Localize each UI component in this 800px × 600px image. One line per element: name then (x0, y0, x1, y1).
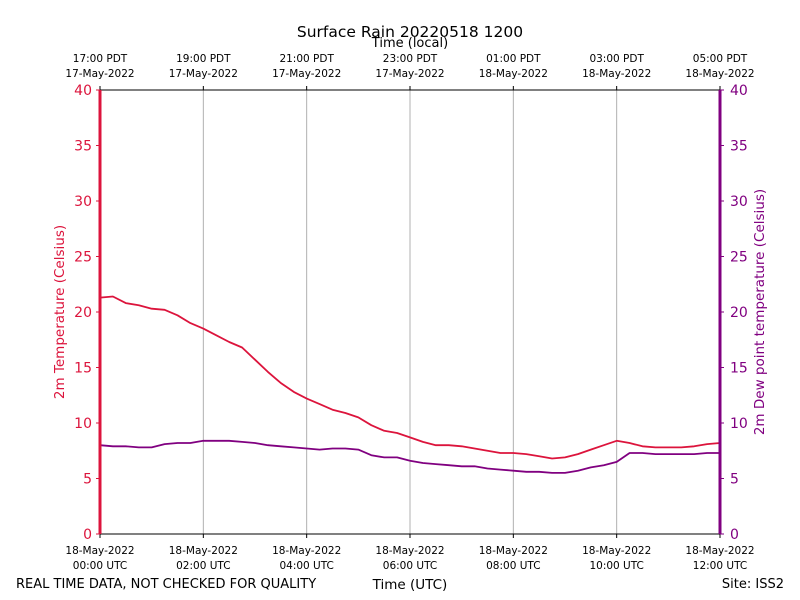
top-tick-time: 03:00 PDT (589, 53, 644, 65)
dewpoint-line (99, 439, 720, 474)
top-tick-date: 17-May-2022 (272, 68, 341, 80)
top-axis-label: Time (local) (371, 36, 448, 51)
top-tick-date: 18-May-2022 (582, 68, 651, 80)
left-axis-label: 2m Temperature (Celsius) (52, 225, 68, 399)
left-tick-label: 40 (74, 83, 92, 99)
left-tick-label: 20 (74, 305, 92, 321)
right-tick-label: 5 (730, 472, 739, 488)
bottom-tick-time: 10:00 UTC (589, 560, 643, 572)
left-tick-label: 30 (74, 194, 92, 210)
left-tick-label: 15 (74, 361, 92, 377)
left-tick-label: 25 (74, 250, 92, 266)
axes (96, 86, 724, 538)
right-tick-label: 30 (730, 194, 748, 210)
bottom-tick-date: 18-May-2022 (169, 545, 238, 557)
bottom-tick-time: 06:00 UTC (383, 560, 437, 572)
bottom-tick-time: 04:00 UTC (279, 560, 333, 572)
bottom-tick-date: 18-May-2022 (65, 545, 134, 557)
series-layer (99, 295, 721, 474)
top-tick-time: 23:00 PDT (383, 53, 438, 65)
grid-lines (202, 90, 618, 534)
right-tick-label: 15 (730, 361, 748, 377)
right-tick-label: 40 (730, 83, 748, 99)
bottom-tick-date: 18-May-2022 (685, 545, 754, 557)
chart-title: Surface Rain 20220518 1200 (297, 23, 523, 41)
bottom-tick-date: 18-May-2022 (375, 545, 444, 557)
bottom-axis-label: Time (UTC) (372, 577, 448, 593)
top-tick-date: 17-May-2022 (375, 68, 444, 80)
top-tick-date: 17-May-2022 (65, 68, 134, 80)
top-tick-date: 17-May-2022 (169, 68, 238, 80)
top-tick-time: 21:00 PDT (279, 53, 334, 65)
bottom-tick-date: 18-May-2022 (582, 545, 651, 557)
site-label: Site: ISS2 (722, 577, 784, 592)
left-tick-label: 35 (74, 139, 92, 155)
right-tick-label: 20 (730, 305, 748, 321)
bottom-tick-time: 12:00 UTC (693, 560, 747, 572)
top-tick-time: 01:00 PDT (486, 53, 541, 65)
top-tick-date: 18-May-2022 (685, 68, 754, 80)
bottom-tick-date: 18-May-2022 (479, 545, 548, 557)
left-tick-label: 0 (83, 527, 92, 543)
left-tick-label: 5 (83, 472, 92, 488)
bottom-tick-time: 00:00 UTC (73, 560, 127, 572)
top-tick-date: 18-May-2022 (479, 68, 548, 80)
bottom-tick-date: 18-May-2022 (272, 545, 341, 557)
left-tick-label: 10 (74, 416, 92, 432)
top-tick-time: 17:00 PDT (73, 53, 128, 65)
right-tick-label: 25 (730, 250, 748, 266)
quality-note: REAL TIME DATA, NOT CHECKED FOR QUALITY (16, 577, 316, 592)
right-tick-label: 35 (730, 139, 748, 155)
bottom-tick-time: 08:00 UTC (486, 560, 540, 572)
top-tick-time: 19:00 PDT (176, 53, 231, 65)
right-tick-label: 10 (730, 416, 748, 432)
top-tick-time: 05:00 PDT (693, 53, 748, 65)
tick-labels: 18-May-2022 00:00 UTC 17:00 PDT 17-May-2022… (65, 53, 754, 572)
bottom-tick-time: 02:00 UTC (176, 560, 230, 572)
right-tick-label: 0 (730, 527, 739, 543)
right-axis-label: 2m Dew point temperature (Celsius) (752, 189, 768, 435)
temperature-line (99, 295, 721, 460)
